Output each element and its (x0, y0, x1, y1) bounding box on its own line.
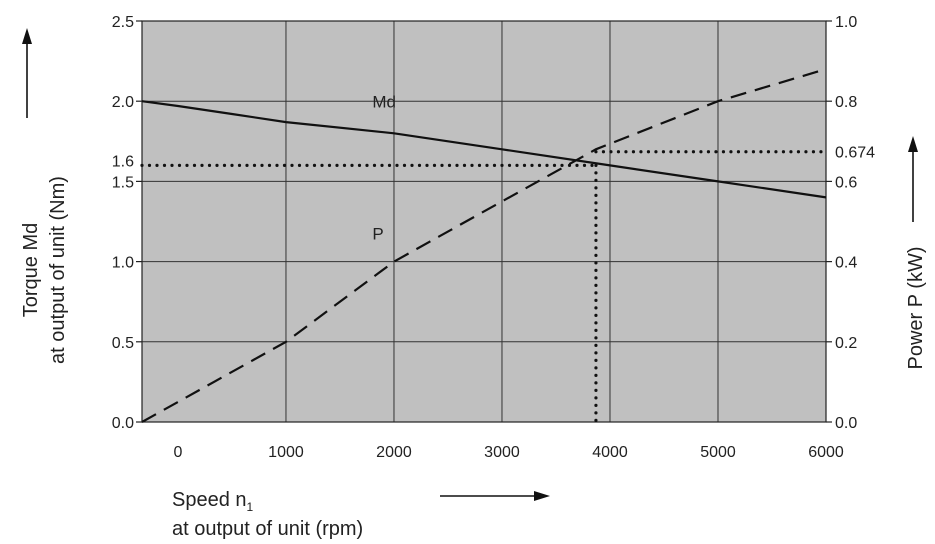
y-left-arrowhead (22, 28, 32, 44)
y-left-title-line1: Torque Md (20, 223, 42, 318)
y-left-title: Torque Md at output of unit (Nm) (20, 28, 69, 364)
x-tick-label: 0 (174, 444, 183, 461)
plot-frame (141, 20, 827, 423)
series-line-p (141, 68, 827, 423)
series-label-md: Md (372, 93, 396, 112)
curve-labels: Md P (372, 93, 396, 244)
plot-area (142, 21, 826, 422)
y-right-tick-label: 1.0 (835, 14, 857, 31)
series-line-md (141, 100, 827, 199)
y-left-tick-label: 2.0 (112, 94, 134, 111)
y-right-tick-label: 0.6 (835, 174, 857, 191)
series-label-p: P (372, 225, 383, 244)
series-layer (141, 68, 827, 423)
x-title: Speed n1 at output of unit (rpm) (172, 489, 550, 540)
plot-background (142, 21, 826, 422)
reference-lines (140, 150, 828, 424)
x-title-line2: at output of unit (rpm) (172, 518, 363, 540)
y-right-tick-label: 0.8 (835, 94, 857, 111)
x-title-line1: Speed n1 (172, 489, 254, 514)
y-left-tick-label: 1.5 (112, 174, 134, 191)
y-right-tick-label-ref: 0.674 (835, 145, 875, 162)
y-left-title-line2: at output of unit (Nm) (47, 176, 69, 364)
x-arrowhead (534, 491, 550, 501)
x-tick-label: 2000 (376, 444, 412, 461)
y-left-tick-label-ref: 1.6 (112, 153, 134, 170)
y-left-tick-label: 0.5 (112, 335, 134, 352)
y-right-tick-label: 0.2 (835, 335, 857, 352)
y-left-tick-label: 2.5 (112, 14, 134, 31)
y-right-title: Power P (kW) (905, 136, 927, 369)
y-right-arrowhead (908, 136, 918, 152)
y-right-tick-label: 0.4 (835, 255, 857, 272)
x-tick-label: 3000 (484, 444, 520, 461)
y-left-ticks: 0.0 0.5 1.0 1.5 2.0 2.5 1.6 (112, 14, 142, 432)
y-right-tick-label: 0.0 (835, 415, 857, 432)
y-right-ticks: 0.0 0.2 0.4 0.6 0.8 1.0 0.674 (826, 14, 875, 432)
y-left-tick-label: 1.0 (112, 255, 134, 272)
x-tick-label: 5000 (700, 444, 736, 461)
grid-lines (141, 20, 827, 423)
y-left-tick-label: 0.0 (112, 415, 134, 432)
y-right-title-text: Power P (kW) (905, 247, 927, 370)
x-ticks: 0 1000 2000 3000 4000 5000 6000 (174, 444, 844, 461)
x-tick-label: 4000 (592, 444, 628, 461)
x-tick-label: 6000 (808, 444, 844, 461)
x-tick-label: 1000 (268, 444, 304, 461)
